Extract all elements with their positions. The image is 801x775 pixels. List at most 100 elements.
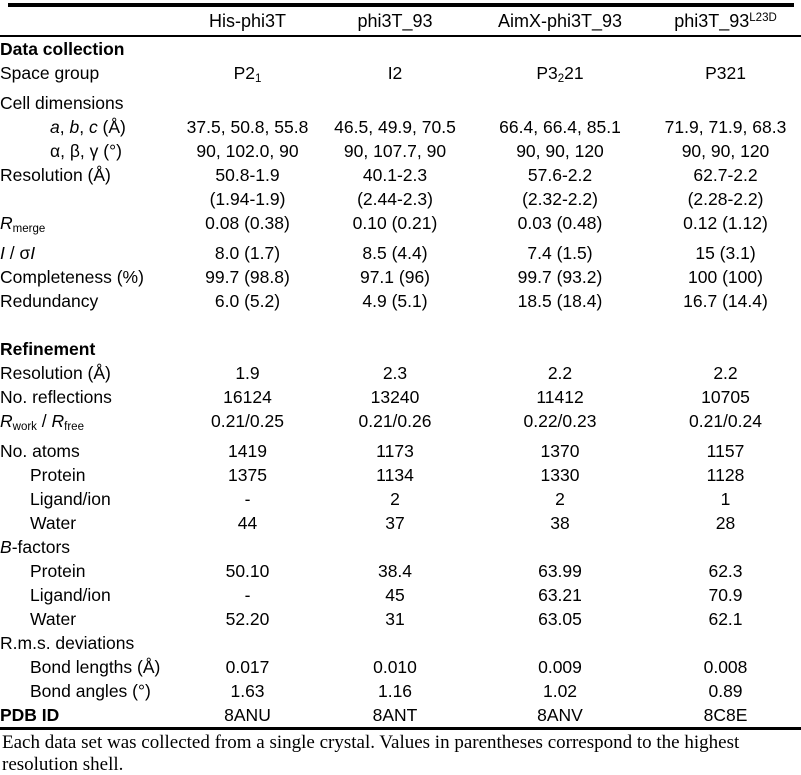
table-cell	[470, 631, 650, 655]
row-label: Refinement	[0, 337, 175, 361]
table-cell	[650, 36, 801, 61]
table-cell	[470, 36, 650, 61]
text-segment: free	[64, 421, 84, 433]
text-segment: PDB ID	[0, 705, 60, 725]
table-row: No. atoms 1419 1173 1370 1157	[0, 439, 801, 463]
row-label: B-factors	[0, 535, 175, 559]
table-row: B-factors	[0, 535, 801, 559]
table-cell: 0.08 (0.38)	[205, 213, 290, 233]
row-label: Ligand/ion	[30, 585, 111, 605]
table-cell: 90, 107.7, 90	[343, 141, 447, 161]
text-segment: P2	[233, 63, 255, 83]
table-cell: 1134	[376, 465, 414, 485]
table-cell: 1375	[228, 465, 267, 485]
table-cell	[320, 313, 470, 337]
text-segment: -factors	[11, 537, 71, 557]
table-cell: 62.7-2.2	[693, 165, 758, 185]
table-cell: P321	[705, 63, 746, 83]
table-cell: 0.10 (0.21)	[352, 213, 438, 233]
table-row: Space group P21 I2 P3221 P321	[0, 61, 801, 91]
table-cell: 10705	[701, 387, 750, 407]
table-row: Water 44 37 38 28	[0, 511, 801, 535]
table-cell: 45	[385, 585, 405, 605]
table-cell: 16124	[223, 387, 272, 407]
table-top-rule	[8, 3, 794, 7]
header-row: His-phi3T phi3T_93 AimX-phi3T_93 phi3T_93L2…	[0, 7, 801, 37]
table-row: Bond angles (°) 1.63 1.16 1.02 0.89	[0, 679, 801, 703]
label-column-header	[0, 7, 175, 37]
row-label: Rwork / Rfree	[0, 409, 175, 439]
table-cell: 99.7 (93.2)	[517, 267, 603, 287]
text-segment: c	[88, 117, 98, 137]
row-label: a, b, c (Å)	[0, 115, 175, 139]
table-row: Protein 1375 1134 1330 1128	[0, 463, 801, 487]
row-label: R.m.s. deviations	[0, 633, 135, 653]
row-label: Cell dimensions	[0, 93, 124, 113]
table-cell: 0.12 (1.12)	[683, 213, 768, 233]
table-cell: 1157	[706, 441, 745, 461]
row-label: Ligand/ion	[30, 489, 111, 509]
text-segment: R	[0, 411, 13, 431]
text-segment: /	[36, 411, 52, 431]
table-row: I / σI 8.0 (1.7) 8.5 (4.4) 7.4 (1.5) 15 (3.1…	[0, 241, 801, 265]
table-cell: -	[244, 489, 251, 509]
text-segment: work	[12, 421, 37, 433]
table-body: Data collection Space group P21 I2 P3221 P321…	[0, 36, 801, 727]
table-cell	[175, 535, 320, 559]
table-cell: 1173	[376, 441, 414, 461]
row-label: Space group	[0, 63, 100, 83]
data-table: His-phi3T phi3T_93 AimX-phi3T_93 phi3T_93L2…	[0, 7, 801, 727]
table-row: α, β, γ (°) 90, 102.0, 90 90, 107.7, 90 90,…	[0, 139, 801, 163]
table-cell: (2.28-2.2)	[687, 189, 764, 209]
table-cell: 1330	[540, 465, 580, 485]
row-label: Water	[30, 609, 77, 629]
table-cell: P21	[175, 61, 320, 91]
row-label: Bond lengths (Å)	[30, 657, 161, 677]
text-segment: 1	[255, 73, 262, 85]
table-cell: -	[244, 585, 251, 605]
table-cell: 63.99	[538, 561, 582, 581]
text-segment: (Å)	[97, 117, 126, 137]
text-segment: R	[51, 411, 65, 431]
table-cell: 38.4	[377, 561, 413, 581]
table-row: Refinement	[0, 337, 801, 361]
crystallography-stats-table: His-phi3T phi3T_93 AimX-phi3T_93 phi3T_93L2…	[0, 3, 801, 775]
table-cell: 97.1 (96)	[359, 267, 431, 287]
table-cell	[650, 535, 801, 559]
table-footnote: Each data set was collected from a singl…	[2, 732, 740, 775]
table-cell	[470, 535, 650, 559]
table-cell: 2.2	[713, 363, 738, 383]
table-row: Ligand/ion - 45 63.21 70.9	[0, 583, 801, 607]
table-cell: 71.9, 71.9, 68.3	[664, 117, 787, 137]
column-header: His-phi3T	[175, 7, 320, 37]
table-cell: 0.21/0.26	[358, 411, 432, 431]
table-bottom-rule	[0, 727, 801, 730]
table-row: Protein 50.10 38.4 63.99 62.3	[0, 559, 801, 583]
table-cell: 2	[390, 489, 400, 509]
text-segment: L23D	[749, 12, 777, 24]
table-cell: (2.32-2.2)	[522, 189, 598, 209]
table-cell	[320, 36, 470, 61]
text-segment: 2	[557, 73, 565, 85]
row-label	[0, 187, 175, 211]
table-cell	[175, 631, 320, 655]
table-cell: 8C8E	[703, 705, 748, 725]
table-row: Water 52.20 31 63.05 62.1	[0, 607, 801, 631]
table-cell: 1128	[706, 465, 745, 485]
table-cell	[175, 313, 320, 337]
table-cell	[175, 91, 320, 115]
spacer-row	[0, 313, 801, 337]
row-label: Resolution (Å)	[0, 363, 111, 383]
table-cell: 1419	[228, 441, 267, 461]
table-row: Bond lengths (Å) 0.017 0.010 0.009 0.008	[0, 655, 801, 679]
table-row: Data collection	[0, 36, 801, 61]
row-label: Bond angles (°)	[30, 681, 151, 701]
table-cell: 1.63	[230, 681, 265, 701]
table-row: Cell dimensions	[0, 91, 801, 115]
table-cell	[320, 631, 470, 655]
column-header: AimX-phi3T_93	[470, 7, 650, 37]
text-segment: Data collection	[0, 39, 125, 59]
row-label: Protein	[30, 561, 86, 581]
table-cell: P3221	[470, 61, 650, 91]
table-cell: 1	[720, 489, 731, 509]
